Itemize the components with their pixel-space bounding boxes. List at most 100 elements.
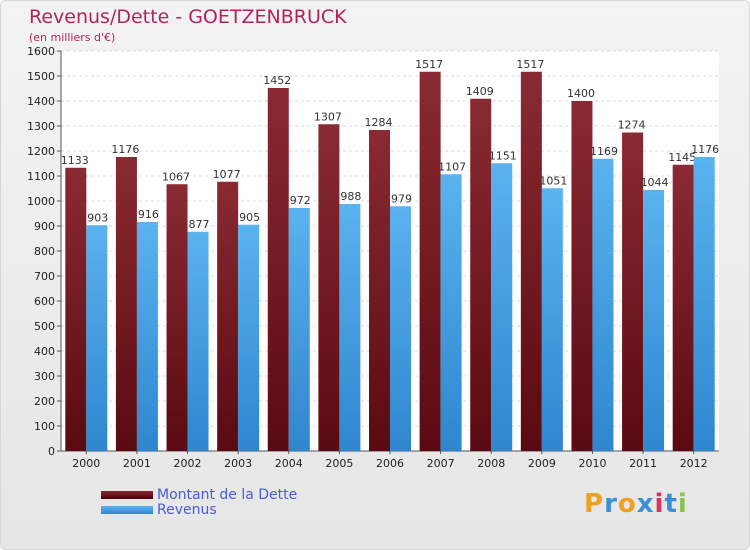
x-tick-label: 2006	[376, 457, 404, 470]
proxiti-logo: Proxiti	[584, 489, 688, 519]
bar-dette	[217, 181, 239, 451]
bar-dette	[520, 71, 542, 451]
legend-swatch-dette	[101, 490, 153, 499]
y-tick-label: 1100	[27, 170, 55, 183]
logo-letter: r	[604, 489, 618, 519]
data-label: 1107	[438, 160, 466, 173]
bar-revenus	[238, 224, 260, 451]
legend: Montant de la Dette Revenus	[101, 486, 298, 518]
bar-revenus	[390, 206, 411, 451]
logo-letter: o	[617, 489, 637, 519]
chart-title: Revenus/Dette - GOETZENBRUCK	[29, 6, 347, 28]
data-label: 1307	[314, 110, 342, 123]
data-label: 979	[391, 192, 412, 205]
bar-dette	[65, 167, 87, 451]
y-tick-label: 1600	[27, 45, 55, 58]
bar-dette	[369, 130, 390, 451]
data-label: 916	[138, 208, 159, 221]
data-label: 1176	[111, 143, 139, 156]
bar-revenus	[643, 190, 665, 451]
y-tick-label: 900	[34, 220, 55, 233]
y-tick-label: 1400	[27, 95, 55, 108]
y-tick-label: 300	[34, 370, 55, 383]
logo-letter: t	[664, 489, 678, 519]
bar-dette	[419, 71, 441, 451]
x-tick-label: 2007	[427, 457, 455, 470]
bar-dette	[267, 88, 289, 451]
data-label: 1145	[668, 151, 696, 164]
logo-letter: x	[636, 489, 655, 519]
y-tick-label: 1000	[27, 195, 55, 208]
y-tick-label: 400	[34, 345, 55, 358]
data-label: 1067	[162, 170, 190, 183]
data-label: 1051	[539, 174, 567, 187]
logo-letter: P	[584, 489, 605, 519]
chart-subtitle: (en milliers d'€)	[29, 31, 116, 44]
y-tick-label: 800	[34, 245, 55, 258]
y-tick-label: 200	[34, 395, 55, 408]
data-label: 877	[189, 218, 210, 231]
bar-revenus	[440, 174, 462, 451]
legend-label-dette: Montant de la Dette	[157, 486, 298, 503]
bar-revenus	[693, 157, 715, 451]
data-label: 1151	[489, 149, 517, 162]
bar-dette	[672, 164, 694, 451]
y-tick-label: 0	[48, 445, 55, 458]
x-tick-label: 2001	[123, 457, 151, 470]
data-label: 1517	[415, 58, 443, 71]
bar-dette	[571, 101, 593, 451]
x-tick-label: 2003	[224, 457, 252, 470]
y-tick-label: 1300	[27, 120, 55, 133]
x-tick-label: 2002	[174, 457, 202, 470]
y-tick-label: 100	[34, 420, 55, 433]
logo-letter: i	[677, 489, 688, 519]
x-tick-label: 2011	[629, 457, 657, 470]
data-label: 1517	[516, 58, 544, 71]
data-label: 972	[290, 194, 311, 207]
data-label: 1176	[691, 143, 719, 156]
bar-revenus	[86, 225, 108, 451]
data-label: 988	[340, 190, 361, 203]
y-tick-label: 1500	[27, 70, 55, 83]
data-label: 903	[87, 211, 108, 224]
logo-letter: i	[654, 489, 665, 519]
x-tick-label: 2010	[578, 457, 606, 470]
data-label: 905	[239, 211, 260, 224]
data-label: 1400	[567, 87, 595, 100]
data-label: 1044	[641, 176, 669, 189]
legend-item-revenus: Revenus	[101, 501, 297, 518]
x-tick-label: 2005	[325, 457, 353, 470]
bar-revenus	[541, 188, 563, 451]
y-tick-label: 500	[34, 320, 55, 333]
bar-revenus	[339, 204, 361, 451]
legend-label-revenus: Revenus	[157, 501, 217, 518]
bar-dette	[318, 124, 340, 451]
bar-revenus	[491, 163, 513, 451]
bar-dette	[622, 132, 644, 451]
y-tick-label: 700	[34, 270, 55, 283]
bar-dette	[115, 157, 137, 451]
bar-revenus	[288, 208, 310, 451]
y-tick-label: 600	[34, 295, 55, 308]
data-label: 1133	[61, 154, 89, 167]
bar-revenus	[187, 231, 209, 451]
bar-dette	[166, 184, 188, 451]
y-tick-label: 1200	[27, 145, 55, 158]
bar-dette	[470, 98, 492, 451]
legend-item-dette: Montant de la Dette	[101, 486, 298, 503]
x-tick-label: 2004	[275, 457, 303, 470]
x-tick-label: 2008	[477, 457, 505, 470]
data-label: 1452	[263, 74, 291, 87]
x-tick-label: 2009	[528, 457, 556, 470]
data-label: 1409	[466, 85, 494, 98]
data-label: 1284	[365, 116, 393, 129]
data-label: 1274	[618, 119, 646, 132]
data-label: 1169	[590, 145, 618, 158]
bar-revenus	[136, 222, 158, 451]
legend-swatch-revenus	[101, 505, 153, 514]
data-label: 1077	[213, 168, 241, 181]
x-tick-label: 2012	[680, 457, 708, 470]
x-tick-label: 2000	[72, 457, 100, 470]
